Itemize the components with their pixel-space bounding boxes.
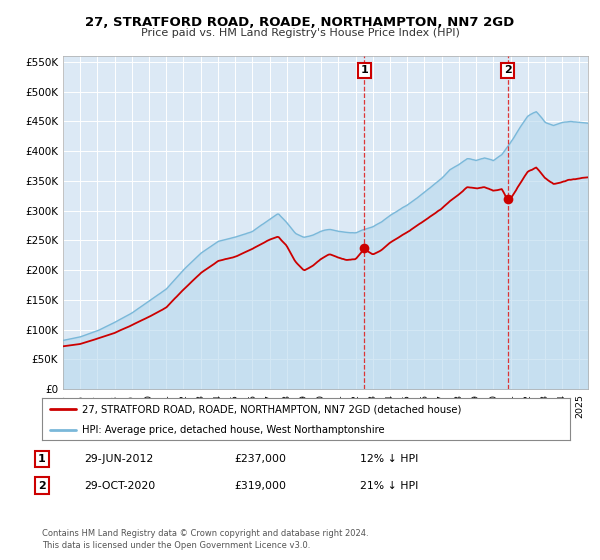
Text: 1: 1 xyxy=(38,454,46,464)
Text: 27, STRATFORD ROAD, ROADE, NORTHAMPTON, NN7 2GD (detached house): 27, STRATFORD ROAD, ROADE, NORTHAMPTON, … xyxy=(82,404,461,414)
Text: £319,000: £319,000 xyxy=(234,480,286,491)
Text: 2: 2 xyxy=(504,66,511,75)
Text: 29-JUN-2012: 29-JUN-2012 xyxy=(84,454,153,464)
Text: Price paid vs. HM Land Registry's House Price Index (HPI): Price paid vs. HM Land Registry's House … xyxy=(140,28,460,38)
Text: 27, STRATFORD ROAD, ROADE, NORTHAMPTON, NN7 2GD: 27, STRATFORD ROAD, ROADE, NORTHAMPTON, … xyxy=(85,16,515,29)
Text: HPI: Average price, detached house, West Northamptonshire: HPI: Average price, detached house, West… xyxy=(82,426,384,435)
Text: Contains HM Land Registry data © Crown copyright and database right 2024.
This d: Contains HM Land Registry data © Crown c… xyxy=(42,529,368,550)
Text: 29-OCT-2020: 29-OCT-2020 xyxy=(84,480,155,491)
Text: 12% ↓ HPI: 12% ↓ HPI xyxy=(360,454,418,464)
Text: 2: 2 xyxy=(38,480,46,491)
Text: 1: 1 xyxy=(361,66,368,75)
Text: £237,000: £237,000 xyxy=(234,454,286,464)
Text: 21% ↓ HPI: 21% ↓ HPI xyxy=(360,480,418,491)
